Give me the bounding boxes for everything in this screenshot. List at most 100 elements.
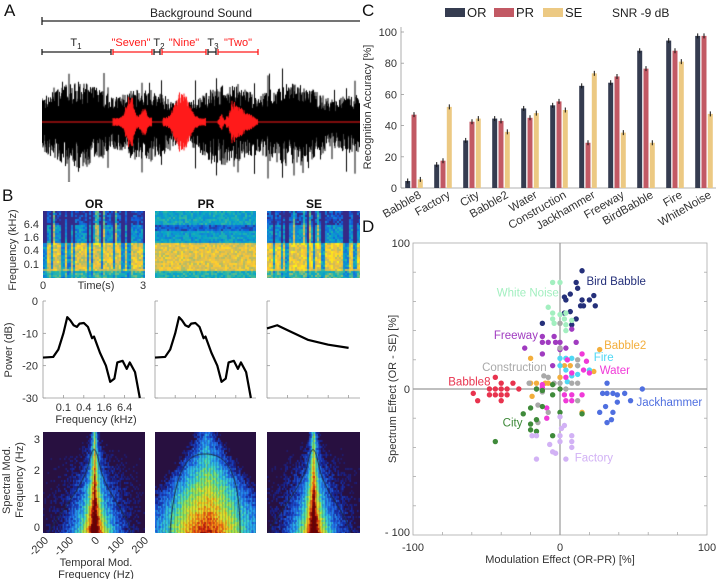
scatter-point-factory	[569, 433, 575, 439]
scatter-point-construction	[569, 380, 575, 386]
scatter-label-bird-babble: Bird Babble	[586, 276, 645, 288]
scatter-point-construction	[574, 357, 581, 363]
scatter-point-jackhammer	[621, 390, 628, 397]
scatter-point-construction	[574, 397, 581, 404]
panel-label-b: B	[2, 186, 14, 205]
scatter-point-factory	[547, 441, 553, 448]
spectrogram-pr	[155, 211, 256, 278]
modulation-x-tick: -100	[52, 535, 76, 559]
scatter-point-fire	[563, 367, 569, 373]
scatter-label-factory: Factory	[575, 453, 614, 465]
scatter-point-jackhammer	[610, 390, 616, 397]
bar-pr-jackhammer	[585, 142, 591, 188]
bar-or-freeway	[608, 82, 614, 188]
modulation-x-tick: 100	[106, 535, 127, 556]
scatter-point-babble8	[504, 386, 510, 392]
scatter-point-fire	[564, 379, 571, 385]
power-x-tick: 6.4	[117, 402, 132, 414]
modulation-x-tick: -200	[27, 535, 51, 559]
panel-label-a: A	[4, 1, 16, 20]
scatter-point-fire	[569, 355, 575, 362]
scatter-point-jackhammer	[639, 386, 646, 392]
scatter-point-babble8	[498, 380, 504, 386]
scatter-point-freeway	[563, 345, 569, 351]
segment-label-text: T	[70, 37, 77, 49]
bar-pr-babble2	[498, 120, 504, 188]
legend-swatch-or	[445, 8, 465, 17]
bar-se-jackhammer	[591, 73, 597, 188]
scatter-label-jackhammer: Jackhammer	[636, 397, 702, 409]
scatter-point-jackhammer	[614, 399, 621, 405]
scatter-point-water	[544, 415, 550, 421]
scatter-point-jackhammer	[604, 380, 610, 386]
scatter-point-factory	[569, 444, 575, 451]
scatter-point-freeway	[569, 326, 575, 332]
scatter-x-tick: 0	[557, 542, 563, 554]
scatter-point-babble2	[557, 374, 563, 381]
bar-or-babble2	[492, 118, 498, 188]
scatter-point-babble2	[561, 362, 568, 369]
segment-label: "Two"	[224, 37, 252, 49]
modulation-x-label-line1: Temporal Mod.	[60, 557, 133, 569]
power-y-tick: -10	[22, 328, 38, 340]
condition-title-pr: PR	[198, 197, 215, 211]
spectrogram-y-tick: 0.4	[24, 245, 39, 257]
scatter-point-water	[544, 405, 550, 411]
power-curve-pr	[154, 316, 252, 399]
segment-label: T1	[70, 37, 82, 51]
scatter-point-city	[492, 438, 499, 445]
bar-se-fire	[678, 61, 684, 188]
scatter-point-water	[569, 397, 575, 404]
scatter-point-babble2	[596, 346, 603, 353]
scatter-point-city	[533, 416, 540, 423]
scatter-point-freeway	[549, 362, 556, 369]
bar-se-birdbabble	[649, 142, 655, 188]
bar-y-tick: 60	[385, 89, 397, 101]
scatter-point-factory	[557, 438, 563, 445]
modulation-y-tick: 3	[34, 434, 40, 446]
scatter-point-white-noise	[557, 311, 563, 318]
scatter-point-freeway	[539, 351, 546, 357]
scatter-point-factory	[563, 456, 569, 462]
scatter-point-construction	[563, 386, 569, 392]
scatter-y-tick: 0	[404, 384, 410, 396]
panel-label-c: C	[362, 1, 375, 20]
scatter-point-white-noise	[549, 279, 556, 286]
scatter-point-water	[579, 351, 585, 357]
bar-se-babble2	[504, 131, 510, 188]
scatter-point-babble8	[498, 392, 504, 398]
power-x-tick: 0.1	[56, 402, 71, 414]
bar-or-birdbabble	[637, 50, 643, 188]
scatter-point-construction	[545, 409, 551, 416]
segment-label-text: T	[153, 37, 160, 49]
spectrogram-or	[43, 211, 145, 278]
scatter-point-water	[564, 357, 571, 363]
bar-y-tick: 0	[391, 183, 397, 195]
scatter-point-city	[527, 427, 534, 433]
power-y-tick: 0	[32, 296, 38, 308]
scatter-point-white-noise	[557, 279, 563, 286]
scatter-point-jackhammer	[604, 390, 610, 397]
spectrogram-se	[267, 211, 360, 278]
scatter-point-fire	[557, 362, 563, 369]
scatter-point-babble8	[492, 374, 499, 381]
legend-label: SE	[565, 5, 583, 20]
bar-pr-construction	[556, 101, 562, 188]
scatter-point-jackhammer	[596, 409, 603, 416]
scatter-point-water	[563, 397, 569, 404]
scatter-label-white-noise: White Noise	[497, 288, 559, 300]
scatter-point-bird-babble	[563, 297, 569, 303]
modulation-x-label-line2: Frequency (Hz)	[58, 569, 134, 579]
scatter-point-water	[569, 392, 575, 398]
spectrogram-y-tick: 1.6	[24, 232, 39, 244]
scatter-point-white-noise	[551, 320, 557, 326]
segment-label-subscript: 1	[77, 42, 82, 51]
scatter-point-babble8	[474, 397, 481, 404]
scatter-point-factory	[558, 425, 565, 432]
scatter-point-white-noise	[563, 322, 569, 328]
scatter-point-bird-babble	[579, 297, 585, 303]
scatter-point-construction	[557, 345, 563, 351]
scatter-point-bird-babble	[539, 320, 546, 326]
scatter-point-bird-babble	[567, 308, 573, 315]
segment-label: T3	[207, 37, 219, 51]
